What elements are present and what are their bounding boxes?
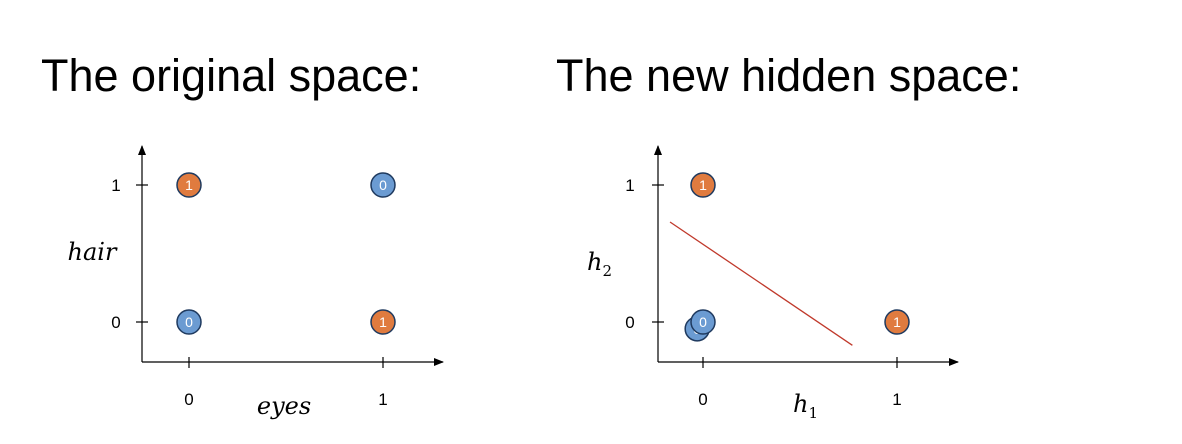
data-point-class-0: 0 [690,309,716,335]
x-axis-label: eyes [257,392,311,420]
y-tick-label-0: 0 [625,313,634,332]
x-tick-label-1: 1 [378,390,387,409]
title-hidden-space: The new hidden space: [556,50,1022,101]
y-tick-label-1: 1 [625,176,634,195]
x-tick-label-0: 0 [184,390,193,409]
title-original-space: The original space: [41,50,422,101]
data-point-label: 1 [379,314,387,330]
data-point-class-0: 0 [176,309,202,335]
data-point-label: 1 [893,314,901,330]
data-point-label: 0 [699,314,707,330]
data-point-marker [176,172,202,198]
data-point-label: 0 [379,177,387,193]
data-point-marker [690,172,716,198]
data-point-class-0: 0 [370,172,396,198]
data-point-marker [690,309,716,335]
data-point-marker [884,309,910,335]
x-tick-label-1: 1 [892,390,901,409]
points-original-space: 1 0 0 1 [176,172,396,335]
x-axis-label: h1 [793,390,818,422]
y-tick-label-0: 0 [111,313,120,332]
data-point-label: 1 [185,177,193,193]
decision-boundary-line [669,221,853,346]
data-point-marker [370,309,396,335]
data-point-class-1: 1 [690,172,716,198]
data-point-label: 0 [185,314,193,330]
chart-original-space: 1 0 0 1 eyes hair 1 0 0 1 [68,145,444,420]
y-axis-label: h2 [587,248,612,280]
data-point-class-1: 1 [176,172,202,198]
data-point-marker [176,309,202,335]
data-point-class-1: 1 [884,309,910,335]
data-point-label: 1 [699,177,707,193]
y-axis-label: hair [68,238,118,266]
x-tick-label-0: 0 [698,390,707,409]
y-tick-label-1: 1 [111,176,120,195]
data-point-class-1: 1 [370,309,396,335]
data-point-marker [370,172,396,198]
